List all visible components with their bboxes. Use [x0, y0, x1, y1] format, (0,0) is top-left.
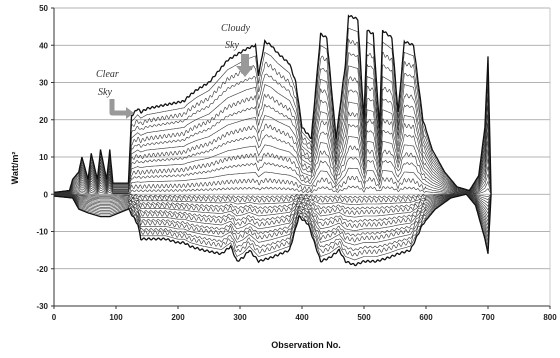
annotation-cloudy-sky-line1: Cloudy — [221, 23, 250, 34]
series-line-upper-3 — [54, 167, 492, 195]
y-tick-label: 0 — [44, 190, 49, 199]
series-line-lower-13 — [53, 193, 492, 251]
series-line-upper-14 — [53, 38, 492, 195]
y-tick-label: 20 — [39, 116, 48, 125]
series-line-upper-1 — [54, 185, 492, 195]
x-tick-label: 0 — [52, 313, 57, 322]
series-line-upper-11 — [54, 76, 492, 195]
gridlines — [54, 7, 550, 307]
y-tick-label: 50 — [39, 4, 48, 13]
y-tick-label: -20 — [36, 265, 48, 274]
series-line-upper-15 — [54, 27, 492, 195]
x-tick-label: 600 — [419, 313, 433, 322]
series-line-upper-16 — [53, 14, 492, 195]
x-tick-label: 700 — [481, 313, 495, 322]
x-tick-label: 400 — [295, 313, 309, 322]
series-line-lower-16 — [53, 193, 492, 267]
series-line-upper-9 — [54, 101, 492, 195]
x-tick-label: 300 — [233, 313, 247, 322]
series-line-upper-6 — [54, 136, 492, 195]
y-tick-label: 10 — [39, 153, 48, 162]
y-tick-label: -10 — [36, 228, 48, 237]
x-axis-title: Observation No. — [271, 340, 341, 350]
series-line-upper-2 — [54, 175, 492, 195]
y-tick-label: 40 — [39, 41, 48, 50]
y-axis-title: Watt/m² — [10, 152, 20, 185]
series-group — [53, 14, 492, 267]
series-line-lower-10 — [53, 194, 492, 237]
series-line-lower-5 — [53, 194, 492, 215]
series-line-upper-5 — [53, 145, 492, 195]
series-line-upper-13 — [53, 52, 492, 195]
y-tick-label: 30 — [39, 79, 48, 88]
series-line-upper-7 — [54, 124, 492, 195]
axes — [51, 7, 551, 309]
annotation-clear-sky-arrow — [109, 99, 126, 116]
series-line-lower-8 — [54, 194, 492, 228]
series-line-upper-8 — [54, 110, 492, 195]
x-tick-label: 500 — [357, 313, 371, 322]
annotation-cloudy-sky-line2: Sky — [225, 40, 239, 51]
x-tick-label: 200 — [171, 313, 185, 322]
series-line-lower-11 — [54, 194, 492, 243]
annotations: Clear Sky Cloudy Sky — [96, 23, 254, 119]
series-line-lower-3 — [54, 194, 492, 205]
x-tick-label: 100 — [109, 313, 123, 322]
series-line-upper-10 — [53, 89, 492, 195]
series-line-lower-2 — [54, 193, 492, 203]
series-line-upper-12 — [54, 65, 492, 195]
x-tick-labels: 0 100 200 300 400 500 600 700 800 — [52, 313, 557, 322]
series-line-lower-1 — [54, 193, 492, 199]
annotation-clear-sky-arrowhead — [126, 107, 134, 119]
series-line-lower-6 — [54, 194, 492, 218]
series-line-lower-7 — [54, 194, 492, 223]
series-line-lower-15 — [54, 193, 492, 261]
series-line-lower-12 — [54, 193, 492, 246]
series-line-upper-4 — [54, 156, 492, 195]
series-line-lower-4 — [54, 194, 492, 210]
y-tick-label: -30 — [36, 302, 48, 311]
y-tick-labels: 50 40 30 20 10 0 -10 -20 -30 — [36, 4, 48, 311]
series-line-lower-14 — [53, 193, 492, 257]
annotation-cloudy-sky-arrowhead — [236, 66, 254, 77]
annotation-clear-sky-line1: Clear — [96, 69, 119, 80]
x-tick-label: 800 — [543, 313, 557, 322]
series-line-lower-9 — [54, 194, 492, 232]
annotation-clear-sky-line2: Sky — [98, 87, 112, 98]
annotation-cloudy-sky-arrow — [241, 54, 249, 66]
